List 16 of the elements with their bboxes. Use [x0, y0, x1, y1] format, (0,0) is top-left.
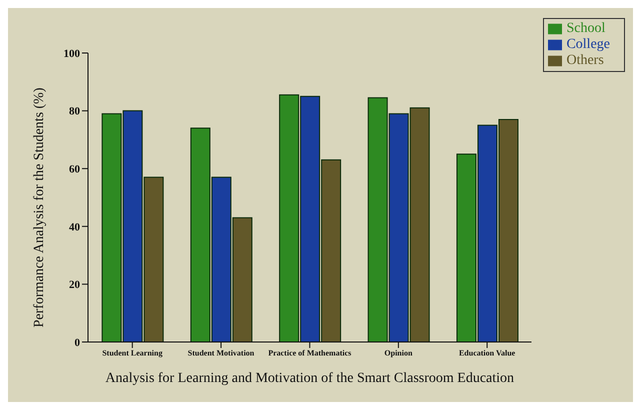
y-tick-label: 80 — [69, 106, 80, 118]
legend-label: School — [566, 21, 606, 36]
y-tick-label: 100 — [64, 48, 80, 60]
y-tick-label: 20 — [69, 279, 80, 292]
legend-label: College — [566, 37, 610, 52]
y-tick-label: 60 — [69, 164, 80, 176]
x-tick-label: Opinion — [384, 348, 413, 358]
x-tick-label: Student Motivation — [188, 348, 255, 358]
x-tick-label: Education Value — [458, 348, 516, 358]
x-tick-label: Practice of Mathematics — [268, 348, 352, 358]
x-tick-label: Student Learning — [102, 348, 162, 358]
y-tick-label: 40 — [69, 221, 80, 234]
y-axis-title: Performance Analysis for the Students (%) — [32, 87, 47, 328]
legend-label: Others — [566, 53, 604, 68]
y-tick-label: 0 — [74, 336, 80, 349]
x-axis-title: Analysis for Learning and Motivation of the Smart Classroom Education — [105, 371, 514, 386]
